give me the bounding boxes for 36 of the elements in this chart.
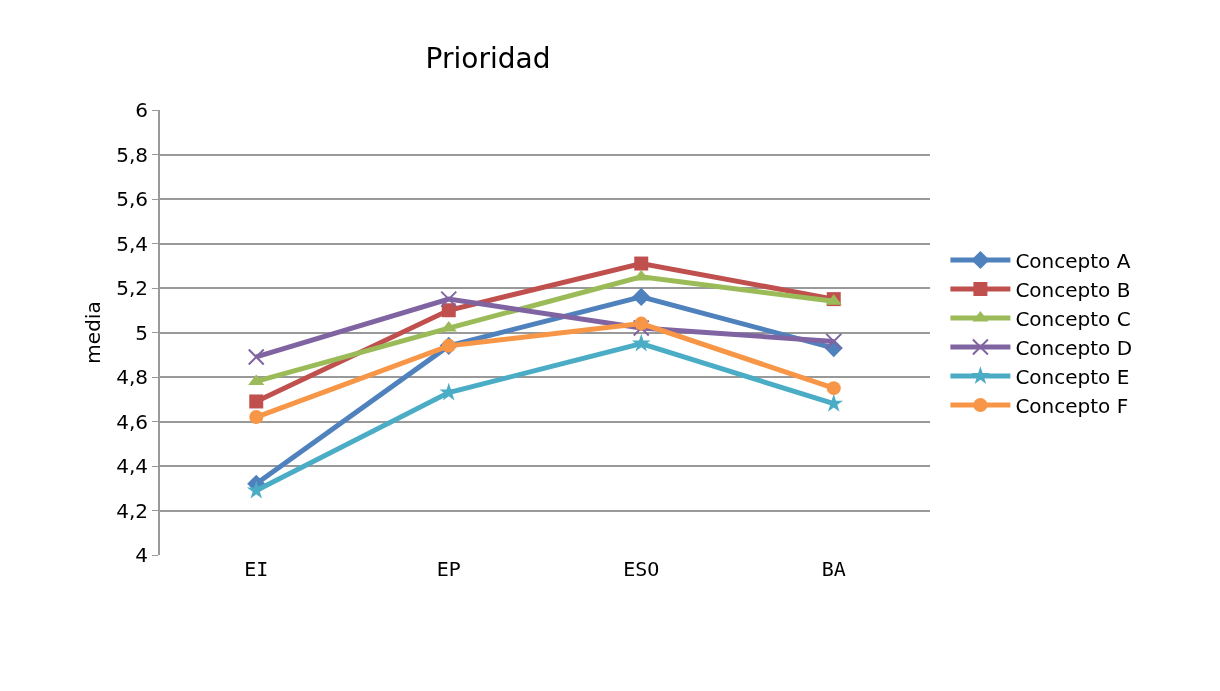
y-tick-label: 4,4 <box>116 454 148 478</box>
legend-label: Concepto E <box>1015 364 1130 389</box>
y-tick-label: 5,6 <box>116 187 148 211</box>
point <box>634 316 649 331</box>
point <box>632 287 651 306</box>
chart-title: Prioridad <box>425 41 551 75</box>
point <box>246 480 266 499</box>
y-axis-title: media <box>81 301 106 364</box>
legend-label: Concepto F <box>1015 393 1129 418</box>
legend-label: Concepto C <box>1015 306 1131 331</box>
legend-label: Concepto D <box>1015 335 1133 360</box>
point <box>631 333 651 352</box>
point <box>247 348 265 366</box>
point <box>249 394 264 409</box>
x-tick-label: EI <box>244 557 269 581</box>
y-tick-label: 5 <box>135 320 148 345</box>
point <box>441 303 456 318</box>
y-tick-label: 5,4 <box>116 231 148 256</box>
point <box>825 332 843 350</box>
y-tick-label: 5,8 <box>116 142 148 167</box>
x-tick-label: ESO <box>623 557 660 581</box>
legend-label: Concepto A <box>1015 248 1131 273</box>
y-tick-label: 4,8 <box>116 365 148 389</box>
y-tick-label: 4,6 <box>116 409 148 434</box>
x-tick-label: EP <box>436 557 461 581</box>
y-tick-label: 4 <box>135 543 148 567</box>
x-tick-label: BA <box>821 557 846 581</box>
point <box>440 290 458 308</box>
point <box>632 319 650 337</box>
y-tick-label: 4,2 <box>116 498 148 523</box>
legend-label: Concepto B <box>1015 277 1131 302</box>
point <box>634 256 649 271</box>
y-tick-label: 6 <box>135 98 148 122</box>
point <box>826 381 841 396</box>
point <box>249 410 264 425</box>
y-tick-label: 5,2 <box>116 276 148 300</box>
